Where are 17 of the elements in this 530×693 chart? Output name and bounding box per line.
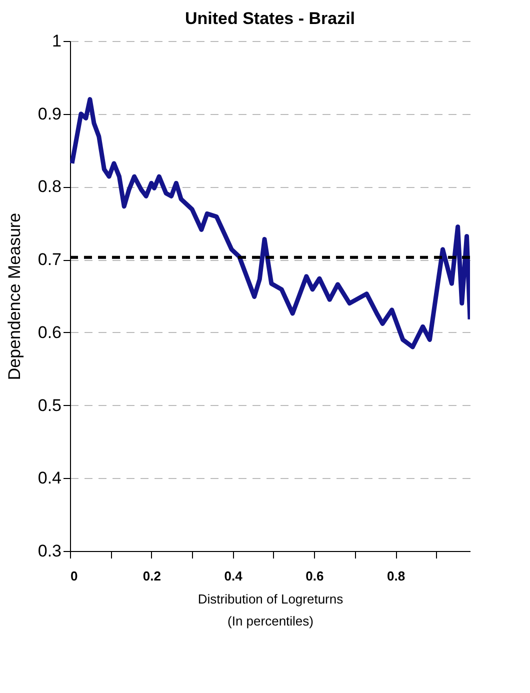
x-tick-label: 0 <box>70 568 78 584</box>
y-tick-label: 0.5 <box>38 396 62 415</box>
y-tick-label: 0.8 <box>38 177 62 196</box>
y-tick-label: 0.9 <box>38 104 62 124</box>
x-tick-label: 0.8 <box>386 568 406 584</box>
x-axis-title: Distribution of Logreturns (In percentiles) <box>198 592 344 628</box>
y-tick-label: 0.7 <box>38 250 62 270</box>
chart-title: United States - Brazil <box>184 9 356 28</box>
y-tick-label: 0.4 <box>38 468 62 488</box>
y-tick-label: 0.6 <box>38 322 62 342</box>
x-tick-label: 0.4 <box>224 568 244 584</box>
line-series <box>70 97 470 350</box>
y-axis-title: Dependence Measure <box>4 212 24 380</box>
x-tick-label: 0.2 <box>142 568 161 584</box>
y-tick-label: 1 <box>52 32 62 50</box>
y-tick-label: 0.3 <box>38 542 62 560</box>
x-tick-label: 0.6 <box>306 568 324 584</box>
